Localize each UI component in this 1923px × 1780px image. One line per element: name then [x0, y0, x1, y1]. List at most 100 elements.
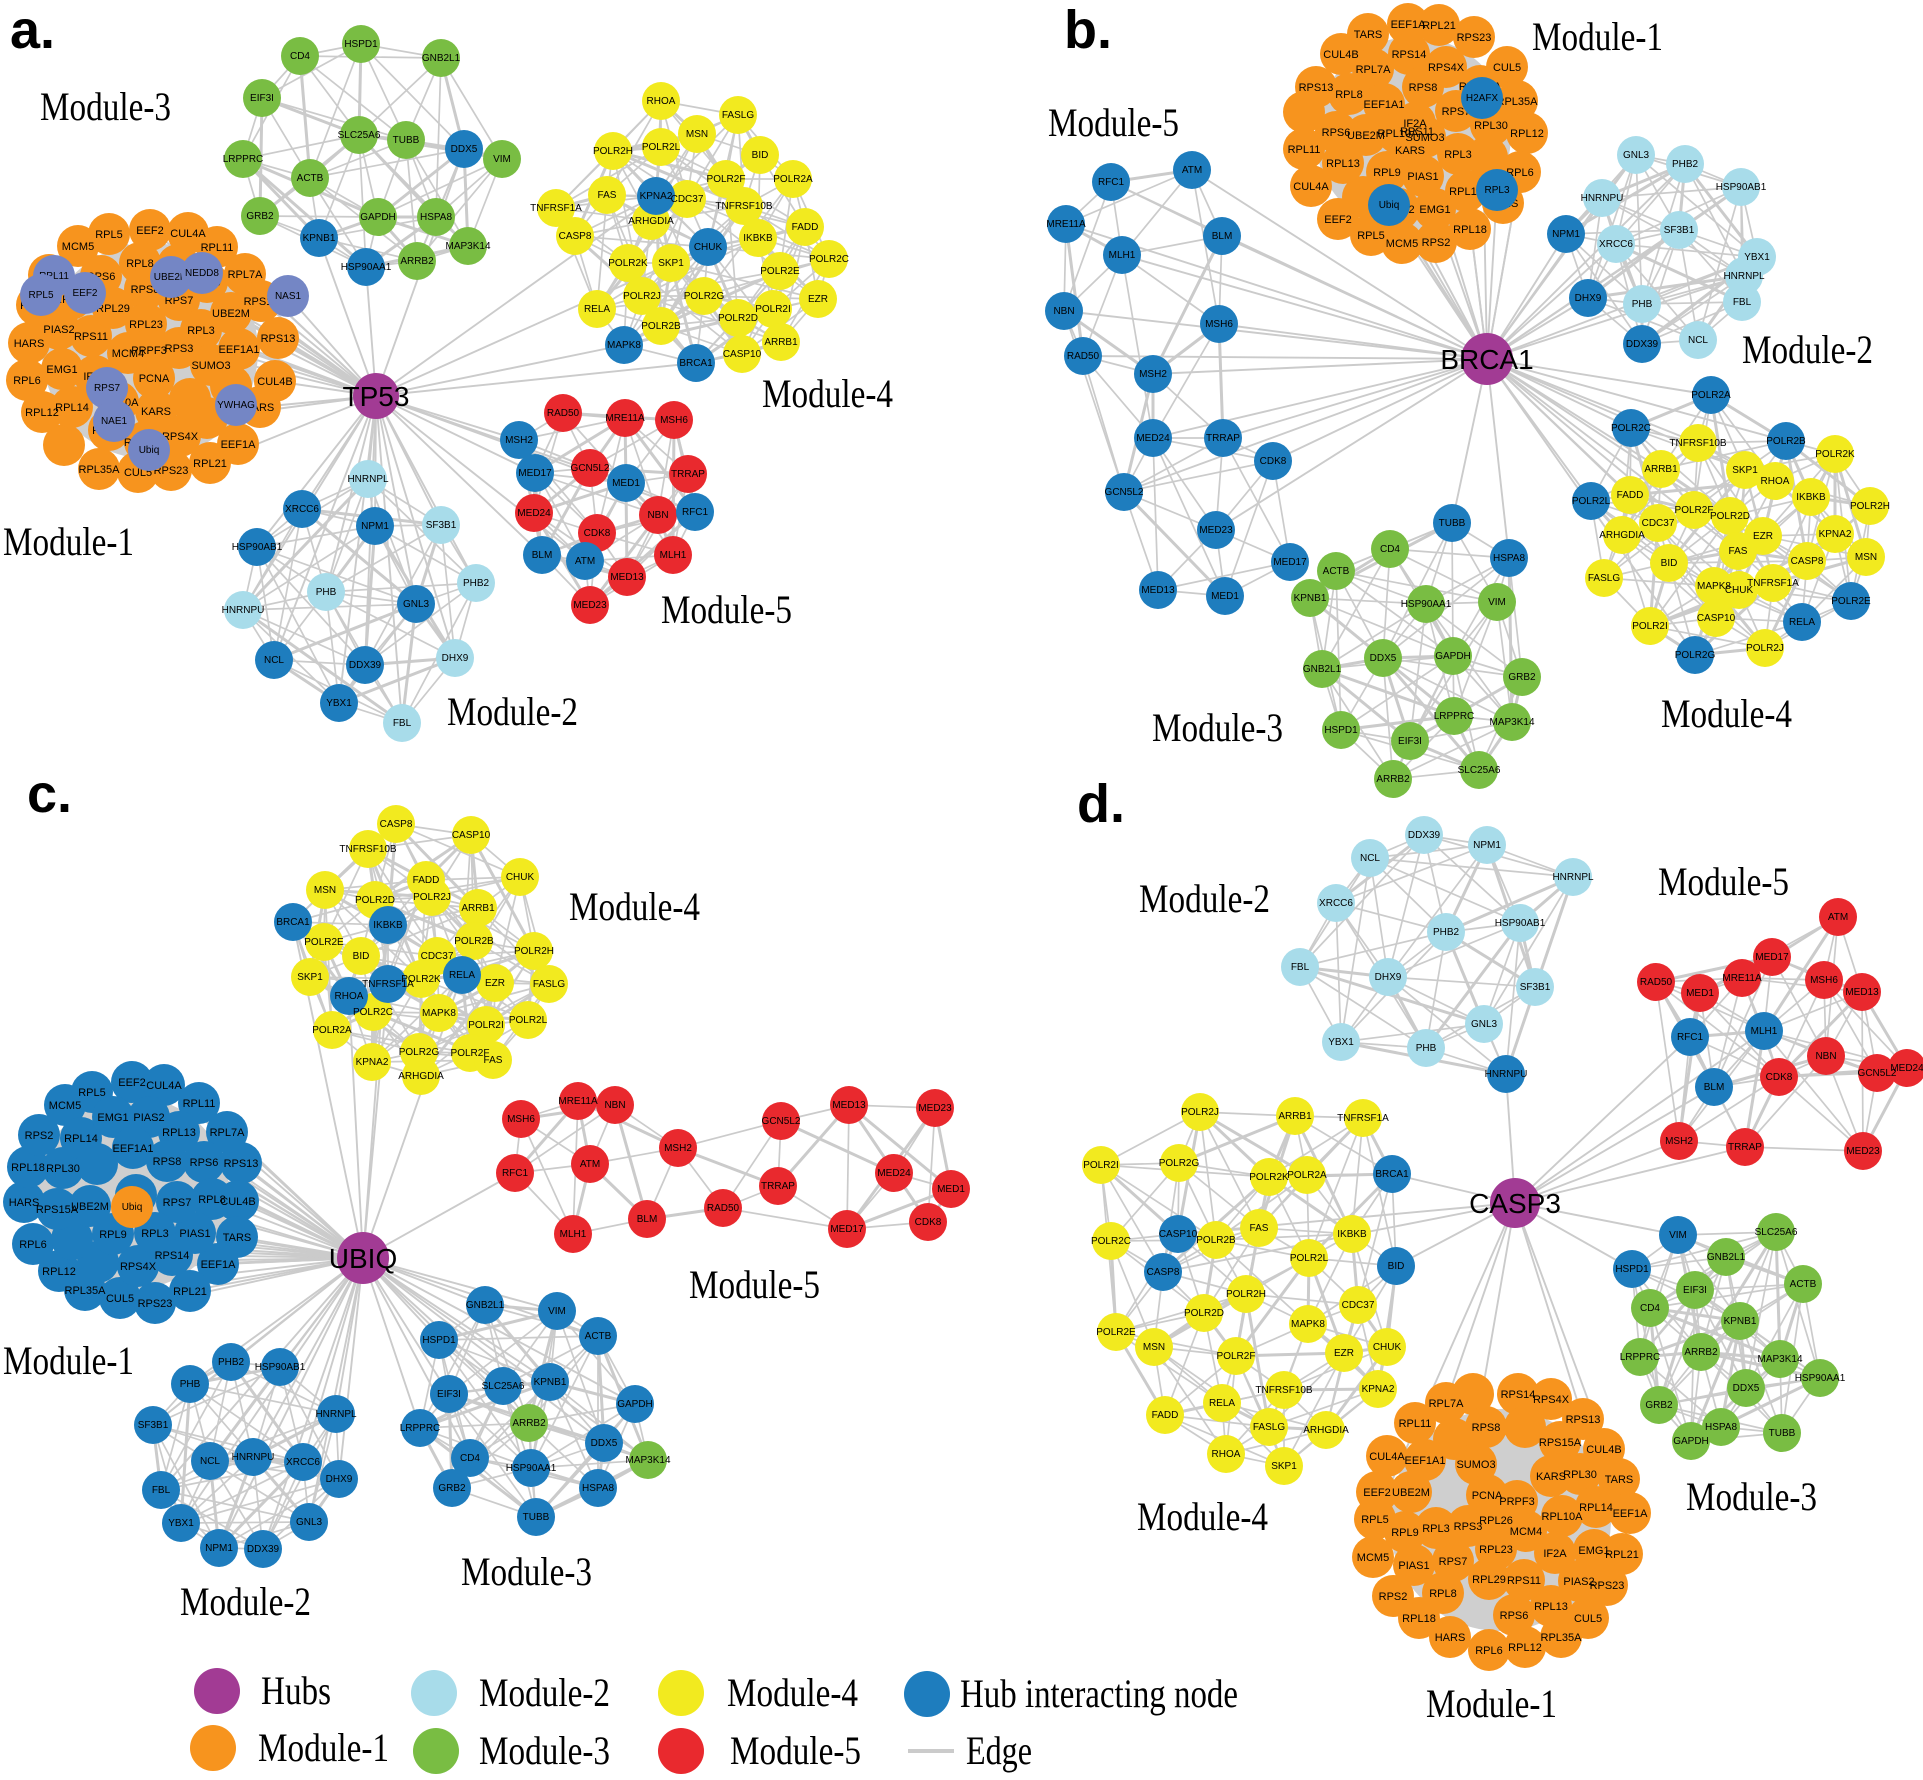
svg-text:FBL: FBL — [152, 1485, 171, 1496]
svg-text:PIAS2: PIAS2 — [1563, 1576, 1594, 1588]
svg-text:CUL5: CUL5 — [106, 1293, 134, 1305]
svg-text:EIF3I: EIF3I — [437, 1389, 461, 1400]
svg-text:EZR: EZR — [1753, 531, 1773, 542]
svg-text:Module-5: Module-5 — [689, 1262, 820, 1307]
svg-text:KARS: KARS — [141, 406, 171, 418]
svg-text:MED17: MED17 — [1755, 952, 1789, 963]
svg-text:SUMO3: SUMO3 — [1405, 132, 1444, 144]
svg-text:RPS8: RPS8 — [131, 284, 160, 296]
svg-text:RPL13: RPL13 — [162, 1127, 196, 1139]
svg-text:EZR: EZR — [1334, 1348, 1354, 1359]
svg-text:EEF1A1: EEF1A1 — [1364, 99, 1405, 111]
svg-text:MED13: MED13 — [610, 572, 644, 583]
svg-text:CASP10: CASP10 — [452, 830, 491, 841]
svg-text:RPL13: RPL13 — [1534, 1601, 1568, 1613]
svg-text:BRCA1: BRCA1 — [276, 917, 310, 928]
svg-text:EEF1A1: EEF1A1 — [219, 344, 260, 356]
svg-text:RPS23: RPS23 — [1457, 32, 1492, 44]
svg-text:TUBB: TUBB — [523, 1512, 550, 1523]
svg-text:CASP10: CASP10 — [1697, 613, 1736, 624]
svg-text:MED1: MED1 — [612, 478, 640, 489]
svg-text:NPM1: NPM1 — [361, 521, 389, 532]
svg-text:BLM: BLM — [1212, 231, 1233, 242]
svg-text:HSP90AB1: HSP90AB1 — [1716, 182, 1767, 193]
svg-text:RFC1: RFC1 — [682, 507, 709, 518]
svg-text:FAS: FAS — [484, 1055, 503, 1066]
svg-text:CASP8: CASP8 — [559, 231, 592, 242]
svg-text:Module-4: Module-4 — [569, 884, 700, 929]
svg-text:BID: BID — [353, 951, 370, 962]
svg-text:MED1: MED1 — [937, 1184, 965, 1195]
svg-text:IF2A: IF2A — [1543, 1548, 1567, 1560]
svg-text:TRRAP: TRRAP — [761, 1181, 795, 1192]
svg-text:RPL3: RPL3 — [187, 325, 215, 337]
svg-text:SF3B1: SF3B1 — [138, 1420, 169, 1431]
svg-text:NPM1: NPM1 — [1552, 229, 1580, 240]
svg-text:Module-1: Module-1 — [3, 519, 134, 564]
svg-text:MSH2: MSH2 — [505, 435, 533, 446]
svg-text:TUBB: TUBB — [1439, 518, 1466, 529]
svg-text:UBE2M: UBE2M — [212, 308, 250, 320]
svg-text:DHX9: DHX9 — [1375, 972, 1402, 983]
svg-text:Module-1: Module-1 — [1426, 1681, 1557, 1726]
svg-text:RPL5: RPL5 — [78, 1087, 106, 1099]
svg-text:POLR2J: POLR2J — [1181, 1107, 1219, 1118]
svg-text:GRB2: GRB2 — [246, 211, 274, 222]
svg-text:RPL12: RPL12 — [1508, 1642, 1542, 1654]
svg-text:RPL12: RPL12 — [1510, 128, 1544, 140]
svg-text:RPL11: RPL11 — [1399, 1418, 1432, 1430]
svg-text:FAS: FAS — [1729, 546, 1748, 557]
svg-text:MED23: MED23 — [918, 1103, 952, 1114]
svg-text:NBN: NBN — [604, 1100, 625, 1111]
svg-text:EEF2: EEF2 — [1363, 1487, 1391, 1499]
svg-text:POLR2E: POLR2E — [760, 266, 800, 277]
svg-text:RPS23: RPS23 — [1590, 1580, 1625, 1592]
svg-text:RPL5: RPL5 — [1357, 230, 1385, 242]
svg-text:RPS23: RPS23 — [138, 1298, 173, 1310]
svg-text:H2AFX: H2AFX — [1466, 93, 1499, 104]
svg-text:POLR2L: POLR2L — [1290, 1253, 1329, 1264]
svg-text:VIM: VIM — [1488, 597, 1506, 608]
svg-text:MRE11A: MRE11A — [1046, 219, 1086, 230]
svg-text:PHB2: PHB2 — [1672, 159, 1699, 170]
svg-text:KPNA2: KPNA2 — [1819, 529, 1852, 540]
svg-text:ARHGDIA: ARHGDIA — [1599, 530, 1645, 541]
svg-text:CUL5: CUL5 — [1574, 1613, 1602, 1625]
svg-text:MED13: MED13 — [1141, 585, 1175, 596]
svg-text:MAP3K14: MAP3K14 — [625, 1455, 670, 1466]
svg-text:RAD50: RAD50 — [547, 408, 580, 419]
svg-text:RPL3: RPL3 — [1444, 149, 1472, 161]
svg-text:RPL21: RPL21 — [173, 1286, 207, 1298]
svg-text:RPS6: RPS6 — [1500, 1610, 1529, 1622]
svg-text:RPS13: RPS13 — [224, 1158, 259, 1170]
svg-text:MLH1: MLH1 — [1109, 250, 1136, 261]
svg-text:RPL30: RPL30 — [1563, 1469, 1597, 1481]
svg-text:XRCC6: XRCC6 — [285, 504, 319, 515]
svg-text:BID: BID — [1388, 1261, 1405, 1272]
svg-text:ARHGDIA: ARHGDIA — [398, 1071, 444, 1082]
svg-text:PHB: PHB — [316, 587, 337, 598]
svg-text:RPL18: RPL18 — [1453, 224, 1487, 236]
svg-text:GNL3: GNL3 — [296, 1517, 323, 1528]
svg-text:EEF2: EEF2 — [118, 1077, 146, 1089]
svg-text:ARRB1: ARRB1 — [1644, 464, 1678, 475]
svg-text:TP53: TP53 — [343, 381, 410, 412]
svg-text:RPS2: RPS2 — [1379, 1591, 1408, 1603]
svg-text:CUL4B: CUL4B — [220, 1196, 255, 1208]
svg-text:HNRNPL: HNRNPL — [1552, 872, 1594, 883]
svg-text:MCM5: MCM5 — [1357, 1552, 1389, 1564]
svg-text:MSN: MSN — [1143, 1342, 1165, 1353]
svg-text:POLR2H: POLR2H — [593, 146, 633, 157]
svg-text:GNL3: GNL3 — [1623, 150, 1650, 161]
svg-text:b.: b. — [1064, 0, 1112, 60]
svg-text:Module-2: Module-2 — [447, 689, 578, 734]
svg-text:HSP90AA1: HSP90AA1 — [1795, 1373, 1846, 1384]
svg-text:RELA: RELA — [1209, 1398, 1235, 1409]
svg-text:Module-1: Module-1 — [1532, 14, 1663, 59]
svg-text:HNRNPU: HNRNPU — [222, 605, 265, 616]
svg-text:RPL3: RPL3 — [1484, 185, 1509, 196]
svg-text:EMG1: EMG1 — [46, 364, 77, 376]
svg-text:POLR2G: POLR2G — [1159, 1158, 1200, 1169]
svg-text:POLR2H: POLR2H — [1226, 1289, 1266, 1300]
svg-text:FAS: FAS — [1250, 1223, 1269, 1234]
